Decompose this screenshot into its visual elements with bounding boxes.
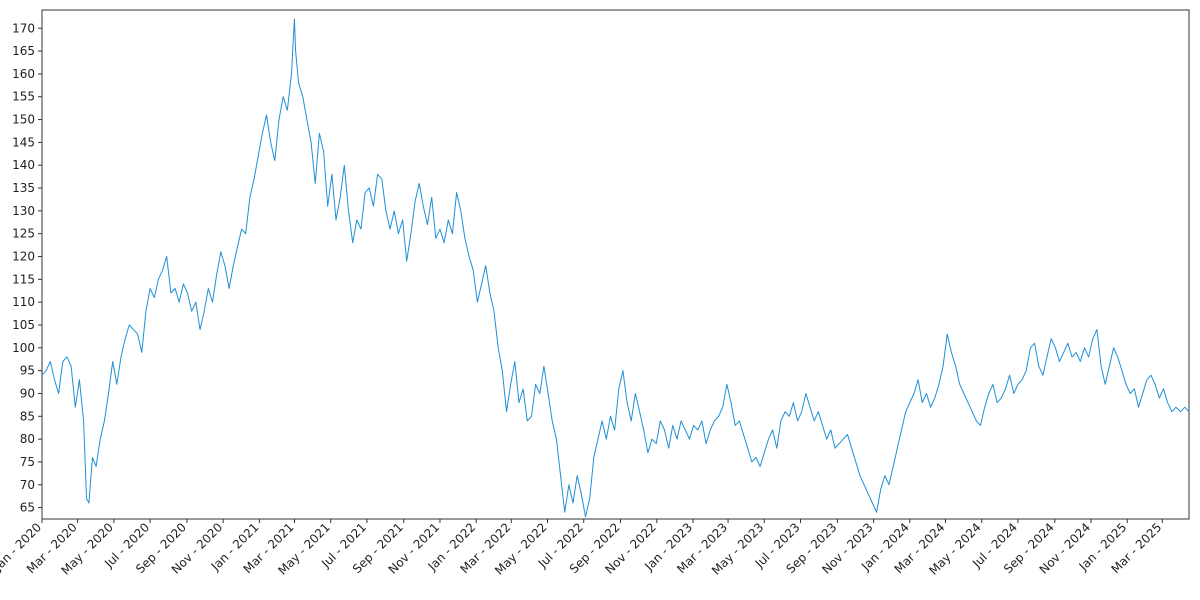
y-tick-label: 90 (20, 386, 35, 400)
y-tick-label: 85 (20, 409, 35, 423)
y-tick-label: 100 (12, 341, 35, 355)
y-tick-label: 105 (12, 318, 35, 332)
y-tick-label: 125 (12, 227, 35, 241)
y-tick-label: 140 (12, 158, 35, 172)
plot-area (41, 9, 1190, 520)
series-line (41, 18, 1190, 518)
y-tick-label: 155 (12, 90, 35, 104)
y-tick-label: 70 (20, 478, 35, 492)
y-tick-label: 115 (12, 272, 35, 286)
y-tick-label: 130 (12, 204, 35, 218)
y-tick-label: 75 (20, 455, 35, 469)
y-tick-label: 65 (20, 501, 35, 515)
series-layer (41, 18, 1190, 518)
y-tick-label: 170 (12, 21, 35, 35)
y-tick-label: 95 (20, 364, 35, 378)
y-tick-label: 120 (12, 250, 35, 264)
y-tick-label: 145 (12, 135, 35, 149)
y-axis: 65 70 75 80 85 90 95 100 105 110 115 120 125 130 135 14… (12, 21, 42, 515)
y-tick-label: 135 (12, 181, 35, 195)
y-tick-label: 110 (12, 295, 35, 309)
y-tick-label: 80 (20, 432, 35, 446)
y-tick-label: 165 (12, 44, 35, 58)
y-tick-label: 150 (12, 113, 35, 127)
y-tick-label: 160 (12, 67, 35, 81)
